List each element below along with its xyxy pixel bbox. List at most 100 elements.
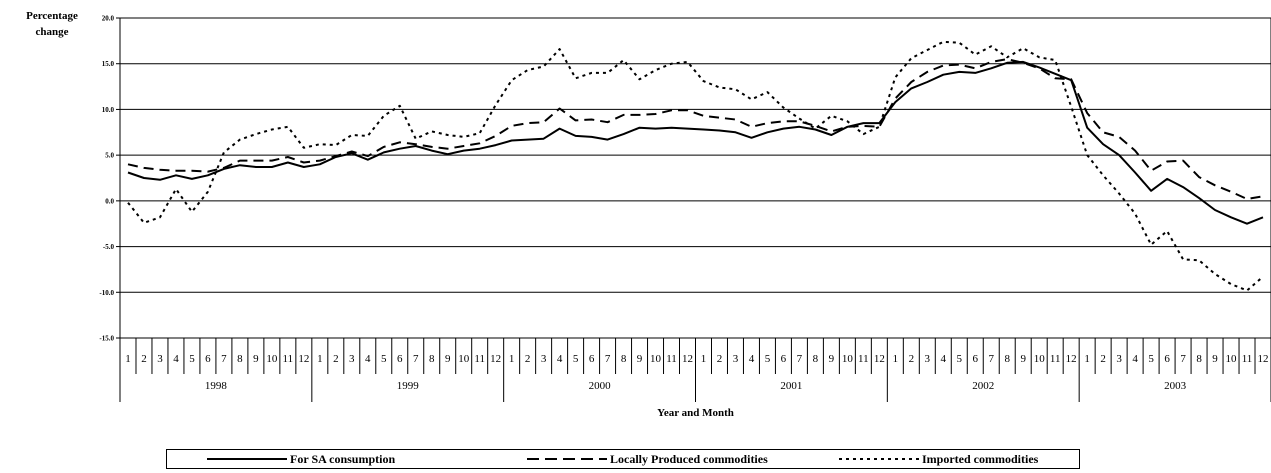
x-tick-label-month: 1 [317,353,323,365]
x-tick-label-month: 1 [893,353,899,365]
x-tick-label-month: 3 [733,353,739,365]
x-tick-label-month: 5 [573,353,579,365]
x-tick-label-year: 1998 [205,380,228,392]
x-tick-label-month: 10 [1034,353,1046,365]
legend-label: Imported commodities [922,451,1039,466]
x-tick-label-month: 8 [1004,353,1010,365]
x-tick-label-month: 2 [525,353,531,365]
x-tick-label-month: 5 [765,353,771,365]
y-tick-label: -5.0 [103,243,115,251]
x-axis: 1 2 3 4 5 6 7 8 9 10 11 12 1 2 3 4 5 6 7 8 9 10 11 12 1 2 3 4 5 6 7 8 9 1… [119,338,1271,402]
y-tick-label: 0.0 [105,197,114,205]
x-tick-label-month: 7 [988,353,994,365]
x-tick-label-month: 12 [1258,353,1269,365]
x-tick-label-month: 10 [266,353,278,365]
y-tick-label: 5.0 [105,152,114,160]
x-tick-label-month: 9 [445,353,451,365]
y-tick-label: -15.0 [99,335,114,343]
series-line-locally-produced [127,58,1264,200]
y-tick-label: 15.0 [102,60,115,68]
legend-label: Locally Produced commodities [610,451,768,466]
x-tick-label-month: 1 [125,353,131,365]
x-tick-label-year: 1999 [397,380,420,392]
y-axis-title-line-2: change [35,26,69,38]
x-tick-label-month: 12 [1066,353,1077,365]
x-tick-label-month: 12 [298,353,309,365]
x-tick-label-month: 10 [458,353,470,365]
x-tick-label-month: 2 [1100,353,1106,365]
x-tick-label-month: 10 [1226,353,1238,365]
legend-item-imported: Imported commodities [839,450,1038,468]
x-tick-label-month: 4 [749,353,755,365]
x-tick-label-month: 2 [333,353,339,365]
x-tick-label-month: 2 [717,353,723,365]
x-tick-label-month: 11 [283,353,294,365]
x-tick-label-month: 3 [925,353,931,365]
y-axis-title-line-1: Percentage [26,10,78,22]
legend-item-locally-produced: Locally Produced commodities [527,450,768,468]
legend-label: For SA consumption [290,451,396,466]
x-tick-label-month: 10 [842,353,854,365]
y-tick-labels: 20.0 15.0 10.0 5.0 0.0 -5.0 -10.0 -15.0 [99,15,120,343]
x-tick-label-year: 2002 [972,380,994,392]
x-tick-label-month: 11 [666,353,677,365]
x-tick-label-month: 7 [1180,353,1186,365]
x-tick-label-month: 11 [858,353,869,365]
x-tick-label-month: 2 [141,353,147,365]
x-tick-label-month: 8 [1196,353,1202,365]
x-tick-label-month: 8 [813,353,819,365]
x-tick-label-month: 5 [1148,353,1154,365]
x-tick-label-year: 2001 [780,380,802,392]
x-tick-label-month: 8 [429,353,435,365]
x-tick-label-month: 1 [509,353,515,365]
x-tick-label-month: 7 [413,353,419,365]
series-lines [127,40,1264,292]
x-tick-label-month: 8 [237,353,243,365]
x-tick-label-month: 3 [1116,353,1122,365]
y-axis-title: Percentage change [0,8,104,40]
legend: For SA consumption Locally Produced comm… [166,449,1080,469]
x-tick-label-month: 5 [957,353,963,365]
x-tick-label-month: 12 [682,353,693,365]
x-tick-label-month: 3 [157,353,163,365]
x-tick-label-month: 10 [650,353,662,365]
x-tick-label-month: 12 [874,353,885,365]
legend-swatch-dotted [839,458,919,460]
x-tick-label-month: 6 [205,353,211,365]
x-axis-title: Year and Month [657,407,734,419]
x-tick-label-month: 9 [253,353,259,365]
plot-area [119,17,1271,339]
x-tick-label-month: 8 [621,353,627,365]
x-tick-label-month: 6 [397,353,403,365]
x-tick-label-month: 6 [1164,353,1170,365]
x-tick-label-month: 11 [1050,353,1061,365]
x-tick-label-month: 7 [605,353,611,365]
x-tick-label-month: 4 [365,353,371,365]
x-tick-label-month: 4 [1132,353,1138,365]
x-tick-label-month: 7 [797,353,803,365]
x-tick-label-month: 9 [1212,353,1218,365]
x-tick-label-month: 4 [173,353,179,365]
x-tick-label-month: 6 [589,353,595,365]
y-tick-label: 20.0 [102,15,115,23]
x-tick-label-month: 12 [490,353,501,365]
x-tick-label-month: 4 [941,353,947,365]
x-tick-label-month: 3 [541,353,547,365]
x-tick-label-month: 1 [1084,353,1090,365]
x-tick-label-month: 9 [829,353,835,365]
x-tick-label-month: 2 [909,353,915,365]
series-line-sa-consumption [127,60,1264,225]
x-tick-label-month: 6 [781,353,787,365]
x-tick-label-month: 1 [701,353,707,365]
x-tick-label-month: 11 [474,353,485,365]
x-tick-label-year: 2000 [589,380,612,392]
x-tick-label-month: 9 [1020,353,1026,365]
x-tick-label-month: 5 [189,353,195,365]
x-tick-label-month: 4 [557,353,563,365]
legend-swatch-solid [207,458,287,460]
x-tick-label-month: 9 [637,353,643,365]
x-tick-label-month: 3 [349,353,355,365]
x-tick-label-month: 11 [1242,353,1253,365]
legend-item-sa-consumption: For SA consumption [207,450,395,468]
